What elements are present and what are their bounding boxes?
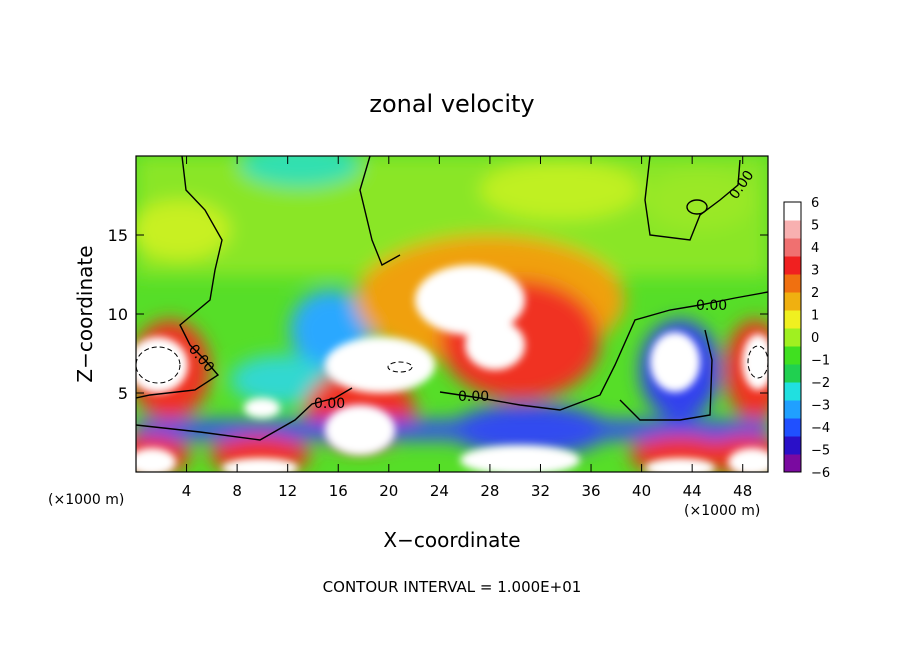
- colorbar-swatch: [784, 202, 801, 221]
- x-tick-label: 12: [278, 482, 297, 500]
- y-tick-label: 10: [108, 305, 128, 324]
- contour-label: 0.00: [314, 396, 345, 412]
- x-tick-label: 20: [379, 482, 398, 500]
- y-tick-label: 15: [108, 226, 128, 245]
- colorbar-tick-label: 2: [811, 286, 819, 301]
- x-unit-left: (×1000 m): [48, 492, 124, 508]
- x-tick-label: 40: [632, 482, 651, 500]
- colorbar-tick-label: −5: [811, 444, 830, 459]
- x-tick-label: 4: [182, 482, 192, 500]
- colorbar-swatch: [784, 346, 801, 365]
- y-axis-label: Z−coordinate: [73, 245, 97, 382]
- chart-title: zonal velocity: [369, 90, 534, 118]
- colorbar-swatch: [784, 454, 801, 473]
- contour-label: 0.00: [696, 298, 727, 314]
- x-tick-label: 44: [683, 482, 702, 500]
- colorbar-swatch: [784, 328, 801, 347]
- colorbar-swatch: [784, 436, 801, 455]
- colorbar-swatch: [784, 418, 801, 437]
- x-axis: 4 8 12 16 20 24 28 32 36 40 44 48: [182, 156, 752, 500]
- x-unit-right: (×1000 m): [684, 503, 760, 519]
- colorbar-tick-label: −1: [811, 354, 830, 369]
- colorbar-swatch: [784, 274, 801, 293]
- colorbar-tick-label: −2: [811, 376, 830, 391]
- colorbar-swatch: [784, 220, 801, 239]
- x-axis-label: X−coordinate: [383, 528, 520, 552]
- colorbar-tick-label: −3: [811, 399, 830, 414]
- contour-label: 0.00: [458, 389, 489, 405]
- x-tick-label: 36: [581, 482, 600, 500]
- x-tick-label: 8: [232, 482, 242, 500]
- colorbar-tick-label: −6: [811, 466, 830, 481]
- x-tick-label: 28: [480, 482, 499, 500]
- x-tick-label: 16: [329, 482, 348, 500]
- x-tick-label: 32: [531, 482, 550, 500]
- x-tick-label: 48: [733, 482, 752, 500]
- colorbar-swatch: [784, 238, 801, 257]
- colorbar-tick-label: 0: [811, 331, 819, 346]
- heatmap-field: 0.00 0.00 0.00 0.00 0.00: [136, 156, 768, 472]
- x-tick-label: 24: [430, 482, 449, 500]
- colorbar: 6 5 4 3 2 1 0 −1 −2 −3 −4 −5 −6: [783, 196, 830, 481]
- zero-contours: [136, 156, 768, 441]
- colorbar-tick-label: 5: [811, 219, 819, 234]
- colorbar-swatch: [784, 364, 801, 383]
- colorbar-tick-label: 4: [811, 241, 819, 256]
- colorbar-tick-label: 1: [811, 309, 819, 324]
- colorbar-frame: [783, 201, 802, 473]
- colorbar-swatch: [784, 382, 801, 401]
- colorbar-tick-label: −4: [811, 421, 830, 436]
- colorbar-swatch: [784, 310, 801, 329]
- colorbar-swatch: [784, 256, 801, 275]
- contour-interval-footer: CONTOUR INTERVAL = 1.000E+01: [323, 578, 582, 596]
- y-axis: 5 10 15: [108, 226, 768, 403]
- colorbar-tick-label: 3: [811, 264, 819, 279]
- colorbar-swatch: [784, 292, 801, 311]
- y-tick-label: 5: [118, 384, 128, 403]
- colorbar-swatch: [784, 400, 801, 419]
- colorbar-tick-label: 6: [811, 196, 819, 211]
